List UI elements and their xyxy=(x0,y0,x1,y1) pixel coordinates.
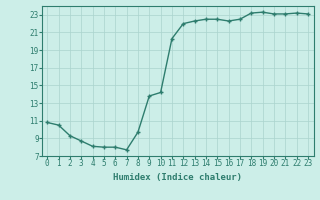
X-axis label: Humidex (Indice chaleur): Humidex (Indice chaleur) xyxy=(113,173,242,182)
